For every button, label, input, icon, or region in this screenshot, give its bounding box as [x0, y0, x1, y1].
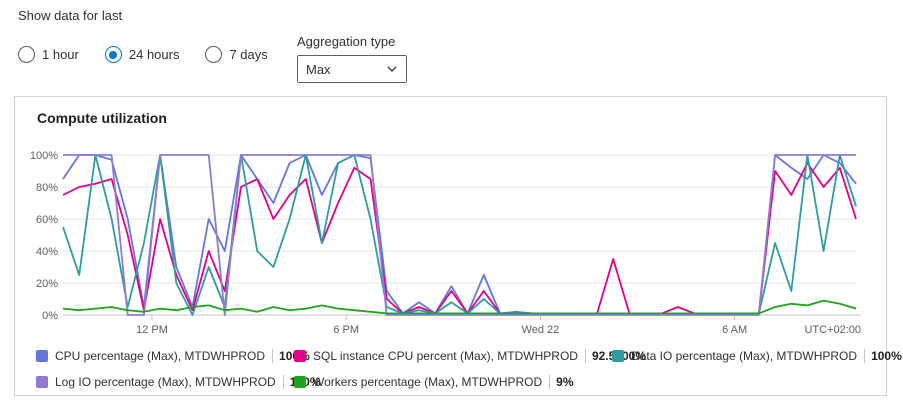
- legend-series-label: CPU percentage (Max), MTDWHPROD: [55, 348, 266, 363]
- aggregation-selected-value: Max: [306, 61, 331, 77]
- svg-text:UTC+02:00: UTC+02:00: [804, 324, 861, 336]
- legend-swatch-icon: [294, 349, 306, 362]
- aggregation-type-dropdown[interactable]: Max: [297, 55, 407, 83]
- aggregation-control: Aggregation type Max: [297, 34, 407, 83]
- svg-text:20%: 20%: [36, 278, 58, 290]
- legend-series-label: Log IO percentage (Max), MTDWHPROD: [55, 374, 276, 389]
- aggregation-type-label: Aggregation type: [297, 34, 396, 49]
- radio-1-hour-label: 1 hour: [42, 47, 79, 62]
- legend-item[interactable]: Data IO percentage (Max), MTDWHPROD 100%: [612, 345, 902, 366]
- legend-series-label: Workers percentage (Max), MTDWHPROD: [313, 374, 543, 389]
- utilization-chart: 0% 20% 40% 60% 80% 100% 12 PM 6 PM Wed 22 6 AM UTC…: [30, 150, 861, 336]
- legend-swatch-icon: [612, 349, 624, 362]
- svg-text:12 PM: 12 PM: [136, 324, 168, 336]
- svg-text:6 AM: 6 AM: [722, 324, 747, 336]
- legend-series-label: SQL instance CPU percent (Max), MTDWHPRO…: [313, 348, 578, 363]
- legend-series-label: Data IO percentage (Max), MTDWHPROD: [631, 348, 858, 363]
- svg-text:80%: 80%: [36, 182, 58, 194]
- svg-text:0%: 0%: [42, 310, 58, 322]
- radio-unselected-icon[interactable]: [18, 46, 35, 63]
- radio-1-hour[interactable]: 1 hour: [18, 46, 79, 63]
- svg-text:6 PM: 6 PM: [333, 324, 359, 336]
- time-range-toolbar: Show data for last 1 hour 24 hours 7 day…: [0, 0, 903, 96]
- radio-selected-icon[interactable]: [104, 46, 122, 63]
- svg-text:60%: 60%: [36, 214, 58, 226]
- svg-text:40%: 40%: [36, 246, 58, 258]
- radio-24-hours-label: 24 hours: [128, 47, 180, 62]
- show-data-for-last-label: Show data for last: [18, 8, 123, 23]
- compute-utilization-card: Compute utilization 0% 20% 40% 60% 80% 100% 12…: [14, 96, 902, 396]
- legend-swatch-icon: [294, 375, 306, 388]
- radio-7-days[interactable]: 7 days: [205, 46, 268, 63]
- chart-title: Compute utilization: [37, 110, 167, 126]
- svg-text:Wed 22: Wed 22: [522, 324, 560, 336]
- legend-swatch-icon: [36, 349, 48, 362]
- legend-series-value: 9%: [549, 374, 574, 389]
- legend-item[interactable]: Workers percentage (Max), MTDWHPROD 9%: [294, 371, 574, 392]
- time-range-radio-group: 1 hour 24 hours 7 days: [18, 46, 268, 63]
- chart-area: 0% 20% 40% 60% 80% 100% 12 PM 6 PM Wed 22 6 AM UTC…: [16, 140, 876, 342]
- legend-series-value: 100%: [864, 348, 902, 363]
- radio-24-hours[interactable]: 24 hours: [104, 46, 180, 63]
- svg-text:100%: 100%: [30, 150, 58, 162]
- chevron-down-icon: [387, 66, 397, 72]
- legend-swatch-icon: [36, 375, 48, 388]
- radio-unselected-icon[interactable]: [205, 46, 223, 63]
- legend-item[interactable]: SQL instance CPU percent (Max), MTDWHPRO…: [294, 345, 646, 366]
- radio-7-days-label: 7 days: [229, 47, 268, 62]
